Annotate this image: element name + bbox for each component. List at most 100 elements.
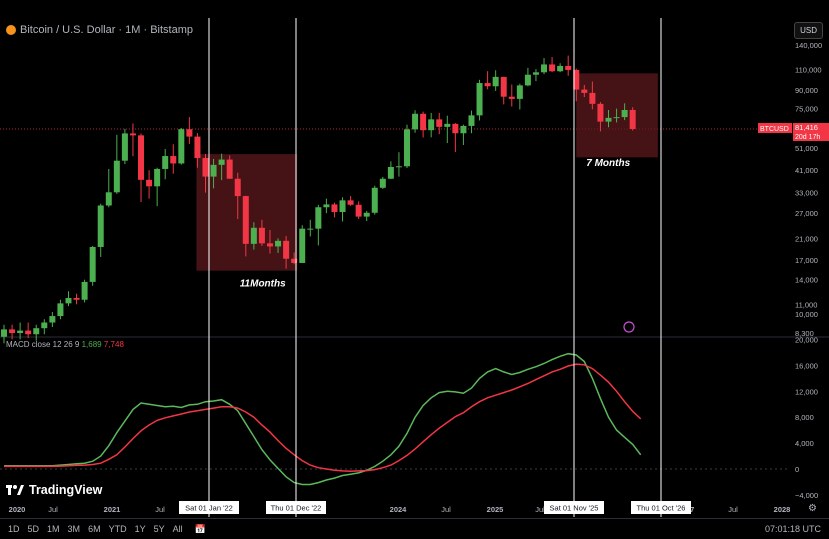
candle-body (404, 129, 410, 167)
range-buttons: 1D 5D 1M 3M 6M YTD 1Y 5Y All 📅 (8, 524, 206, 535)
range-3m[interactable]: 3M (67, 524, 81, 534)
tradingview-logo: TradingView (6, 483, 102, 497)
annotation-11-months: 11Months (240, 278, 286, 289)
candle-body (113, 160, 120, 193)
last-price-countdown: 20d 17h (795, 134, 820, 141)
candle-body (186, 129, 193, 137)
last-price-symbol: BTCUSD (760, 126, 789, 133)
x-axis-tick: 2028 (774, 505, 791, 514)
candle-body (283, 240, 290, 259)
x-axis-tick: 2024 (390, 505, 408, 514)
candle-body (178, 129, 185, 164)
bitcoin-icon (6, 25, 16, 35)
currency-selector[interactable]: USD (794, 22, 823, 39)
candle-body (146, 179, 153, 187)
price-tick: 11,000 (795, 300, 817, 309)
candle-body (452, 123, 459, 134)
macd-tick: 0 (795, 465, 799, 474)
price-tick: 110,000 (795, 66, 822, 75)
price-tick: 33,000 (795, 188, 818, 197)
candle-body (605, 117, 612, 122)
macd-tick: 12,000 (795, 387, 818, 396)
candle-body (250, 227, 257, 244)
price-tick: 90,000 (795, 86, 818, 95)
marker-date: Sat 01 Nov '25 (550, 504, 599, 513)
candle-body (9, 329, 16, 333)
tradingview-logo-text: TradingView (29, 483, 103, 497)
candle-body (154, 168, 161, 187)
marker-date: Thu 01 Dec '22 (271, 504, 322, 513)
macd-tick: −4,000 (795, 491, 818, 500)
candle-body (516, 85, 523, 99)
macd-line (4, 352, 642, 486)
x-axis-tick: 2020 (9, 505, 26, 514)
candle-body (532, 72, 539, 75)
candle-body (379, 178, 386, 188)
macd-tick: 20,000 (795, 336, 818, 345)
last-price-tag (793, 122, 829, 141)
price-tick: 51,000 (795, 144, 818, 153)
candle-body (291, 258, 298, 263)
candle-body (226, 159, 233, 179)
price-tick: 75,000 (795, 105, 818, 114)
candle-body (460, 125, 467, 134)
x-axis-tick: 2025 (487, 505, 504, 514)
x-axis-tick: Jul (728, 505, 738, 514)
candle-body (387, 166, 394, 179)
gear-icon: ⚙ (808, 503, 817, 514)
x-axis-tick: Jul (535, 505, 545, 514)
utc-clock: 07:01:18 UTC (764, 524, 821, 534)
range-1m[interactable]: 1M (47, 524, 60, 534)
candle-body (17, 330, 24, 333)
candle-body (500, 76, 507, 97)
macd-legend: MACD close 12 26 9 1,689 7,748 (6, 340, 124, 349)
candle-body (613, 117, 620, 119)
candle-body (218, 159, 225, 165)
price-tick: 140,000 (795, 41, 822, 50)
marker-date-tag (266, 501, 326, 514)
range-1y[interactable]: 1Y (134, 524, 146, 534)
marker-date: Sat 01 Jan '22 (185, 504, 233, 513)
last-price-value: 81,416 (795, 123, 818, 132)
x-axis-tick: Jul (441, 505, 451, 514)
candle-body (549, 64, 556, 72)
range-5y[interactable]: 5Y (153, 524, 165, 534)
range-5d[interactable]: 5D (27, 524, 40, 534)
candle-body (202, 158, 209, 177)
annotation-7-months: 7 Months (586, 158, 630, 169)
candle-body (170, 156, 177, 164)
macd-tick: 8,000 (795, 413, 814, 422)
range-6m[interactable]: 6M (88, 524, 101, 534)
candle-body (234, 178, 241, 197)
candle-body (138, 135, 145, 180)
range-ytd[interactable]: YTD (108, 524, 127, 534)
candle-body (412, 113, 419, 130)
candle-body (468, 115, 475, 126)
candle-body (524, 74, 531, 86)
range-1d[interactable]: 1D (8, 524, 20, 534)
candle-body (395, 166, 402, 168)
candle-body (307, 228, 314, 230)
candle-body (49, 316, 56, 323)
candle-body (557, 65, 564, 72)
candle-body (299, 228, 306, 263)
range-all[interactable]: All (172, 524, 183, 534)
candle-body (81, 281, 88, 300)
x-axis-tick: 2021 (104, 505, 121, 514)
candle-body (331, 204, 338, 213)
tradingview-logo-icon (6, 484, 24, 495)
x-axis-tick: Jul (155, 505, 165, 514)
signal-line (4, 363, 642, 473)
candle-body (363, 212, 370, 217)
candle-body (129, 133, 136, 136)
macd-tick: 4,000 (795, 439, 814, 448)
candle-body (355, 204, 362, 217)
candle-body (57, 303, 64, 317)
candle-body (41, 322, 48, 329)
calendar-icon[interactable]: 📅 (194, 524, 206, 534)
candle-body (573, 69, 580, 90)
candle-body (266, 243, 273, 247)
candle-body (194, 136, 201, 159)
marker-date: Thu 01 Oct '26 (637, 504, 686, 513)
